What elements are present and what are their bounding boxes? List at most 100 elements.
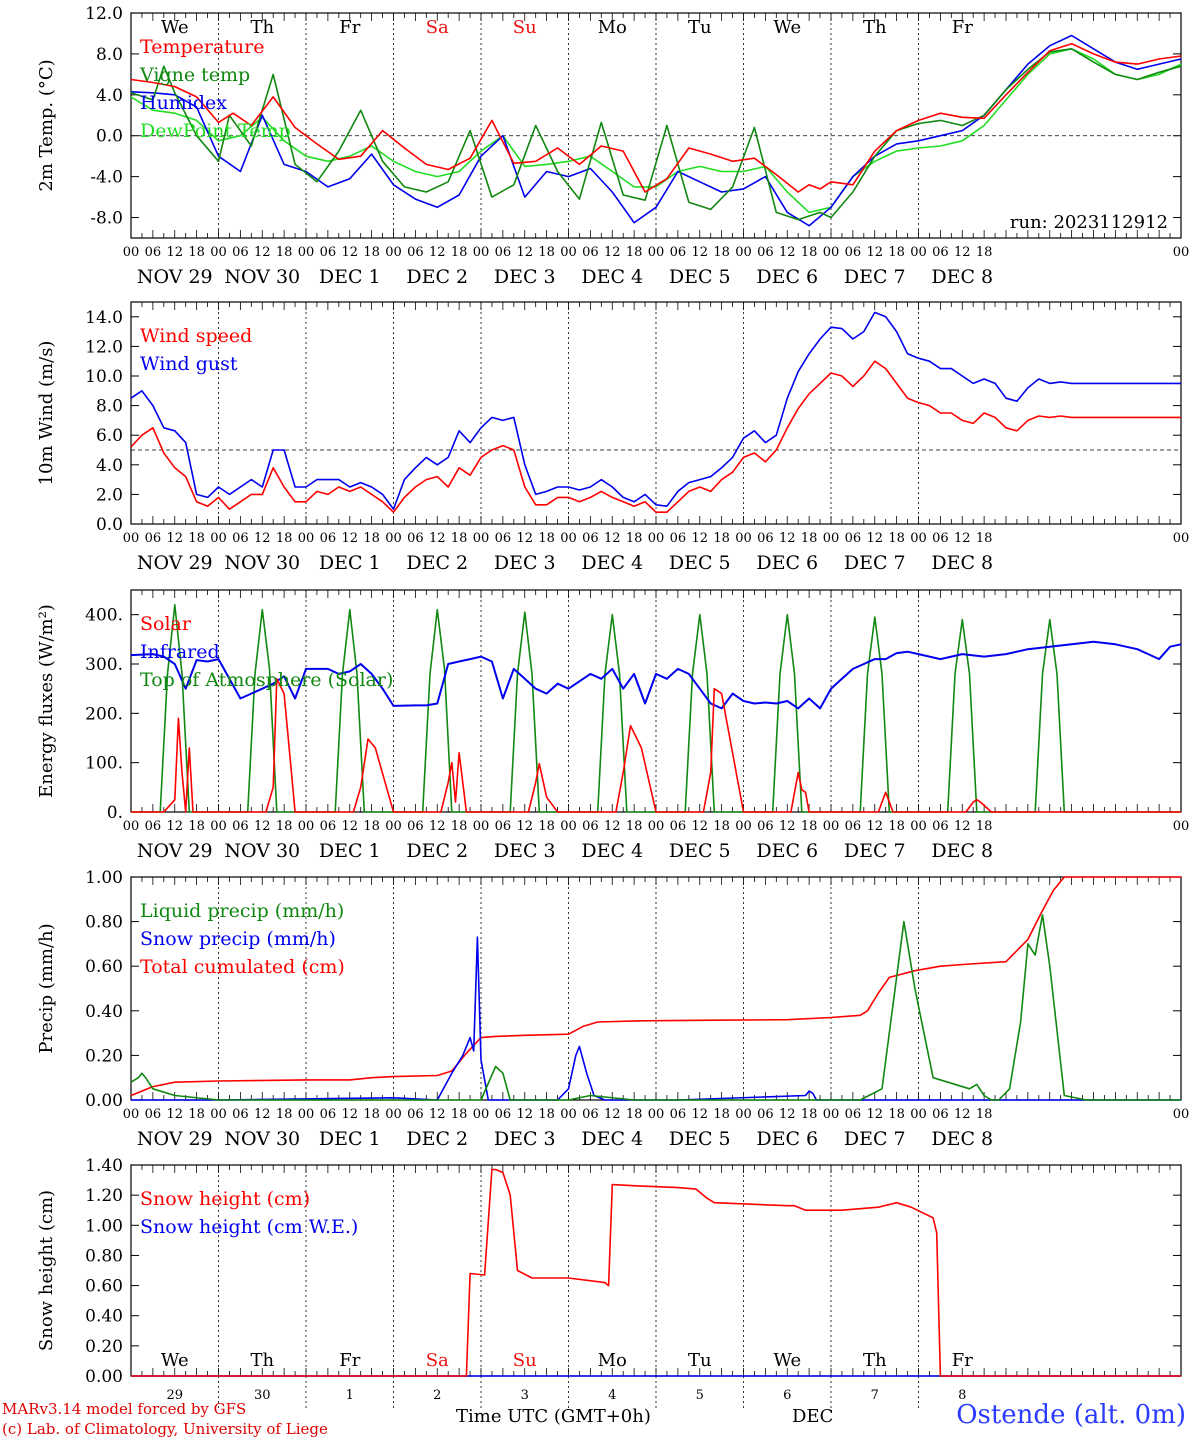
hour-label: 12 [779, 819, 796, 834]
y-tick-label: 0.40 [85, 1307, 123, 1327]
date-label: DEC 6 [756, 840, 818, 862]
hour-label: 12 [954, 819, 971, 834]
series-line [130, 48, 1182, 214]
hour-label: 12 [341, 819, 358, 834]
hour-label: 06 [932, 245, 949, 260]
y-tick-label: 0.0 [96, 515, 123, 535]
date-label: DEC 5 [669, 840, 731, 862]
legend-entry: Snow height (cm W.E.) [140, 1216, 358, 1238]
hour-label: 00 [385, 819, 402, 834]
weekday-label: Tu [688, 17, 712, 38]
legend-entry: Infrared [140, 641, 220, 663]
hour-label: 12 [254, 819, 271, 834]
hour-label: 00 [123, 245, 140, 260]
hour-label: 18 [976, 245, 993, 260]
day-number-label: 7 [871, 1388, 879, 1403]
date-label: NOV 30 [224, 266, 300, 288]
date-label: DEC 2 [406, 552, 468, 574]
hour-label: 18 [451, 1107, 468, 1122]
hour-label: 00 [210, 819, 227, 834]
hour-label: 12 [604, 531, 621, 546]
hour-label: 00 [123, 1107, 140, 1122]
hour-label: 06 [757, 819, 774, 834]
hour-label: 18 [801, 245, 818, 260]
hour-label: 18 [888, 819, 905, 834]
legend-entry: Humidex [140, 92, 227, 114]
hour-label: 12 [429, 245, 446, 260]
hour-label: 12 [429, 819, 446, 834]
hour-label: 06 [582, 1107, 599, 1122]
hour-label: 18 [363, 819, 380, 834]
hour-label: 00 [648, 531, 665, 546]
weekday-label: Th [863, 1350, 887, 1371]
date-label: DEC 2 [406, 840, 468, 862]
hour-label: 06 [757, 531, 774, 546]
hour-label: 18 [538, 1107, 555, 1122]
time-axis-label: Time UTC (GMT+0h) [456, 1406, 651, 1427]
date-label: DEC 3 [494, 1128, 556, 1150]
hour-label: 00 [298, 531, 315, 546]
hour-label: 06 [320, 819, 337, 834]
y-tick-label: 0.40 [85, 1002, 123, 1022]
y-tick-label: 300. [85, 655, 123, 675]
date-label: DEC 3 [494, 266, 556, 288]
hour-label: 18 [976, 1107, 993, 1122]
weekday-label: Su [513, 17, 537, 38]
hour-label: 12 [516, 245, 533, 260]
hour-label: 12 [866, 245, 883, 260]
date-label: NOV 29 [137, 1128, 213, 1150]
weekday-label: Su [513, 1350, 537, 1371]
hour-label: 12 [341, 245, 358, 260]
panel-3: 400. 300. 200. 100. 0. Energy fluxes (W/m²) 00… [36, 589, 1189, 862]
hour-label: 00 [735, 531, 752, 546]
date-label: DEC 3 [494, 552, 556, 574]
hour-label: 06 [407, 531, 424, 546]
hour-label: 18 [976, 531, 993, 546]
legend-entry: Wind speed [140, 325, 252, 347]
hour-label: 12 [429, 1107, 446, 1122]
weekday-label: Th [250, 17, 274, 38]
hour-label: 12 [429, 531, 446, 546]
y-tick-label: 0. [107, 803, 123, 823]
hour-label: 18 [713, 531, 730, 546]
hour-label: 18 [626, 1107, 643, 1122]
hour-label: 00 [385, 1107, 402, 1122]
hour-label: 06 [582, 245, 599, 260]
hour-label: 00 [823, 245, 840, 260]
y-tick-label: 100. [85, 754, 123, 774]
hour-label: 12 [954, 245, 971, 260]
hour-label: 00 [560, 531, 577, 546]
hour-label: 00 [560, 1107, 577, 1122]
hour-label: 18 [538, 531, 555, 546]
date-label: DEC 6 [756, 1128, 818, 1150]
weekday-label: We [773, 1350, 801, 1371]
y-tick-label: 0.00 [85, 1091, 123, 1111]
weekday-label: Tu [688, 1350, 712, 1371]
hour-label: 00 [735, 245, 752, 260]
hour-label: 12 [341, 1107, 358, 1122]
legend-entry: Temperature [140, 36, 264, 58]
hour-label: 12 [779, 245, 796, 260]
weekday-label: Sa [426, 17, 449, 38]
hour-label: 00 [473, 819, 490, 834]
y-tick-label: 0.60 [85, 1277, 123, 1297]
hour-label: 00 [648, 1107, 665, 1122]
hour-label: 18 [188, 1107, 205, 1122]
y-tick-label: 2.0 [96, 485, 123, 505]
hour-label: 06 [407, 1107, 424, 1122]
hour-label: 18 [451, 531, 468, 546]
hour-label: 00 [823, 531, 840, 546]
y-tick-label: 0.80 [85, 1246, 123, 1266]
series-line [130, 311, 1181, 510]
hour-label: 12 [516, 819, 533, 834]
date-label: DEC 1 [319, 1128, 381, 1150]
y-tick-label: 0.20 [85, 1337, 123, 1357]
hour-label: 18 [626, 245, 643, 260]
weekday-label: We [773, 17, 801, 38]
date-label: DEC 1 [319, 266, 381, 288]
y-tick-label: 1.00 [85, 868, 123, 888]
hour-label: 18 [276, 245, 293, 260]
lab-credit: (c) Lab. of Climatology, University of L… [2, 1420, 328, 1438]
model-credit: MARv3.14 model forced by GFS [2, 1400, 247, 1418]
hour-label: 12 [691, 245, 708, 260]
